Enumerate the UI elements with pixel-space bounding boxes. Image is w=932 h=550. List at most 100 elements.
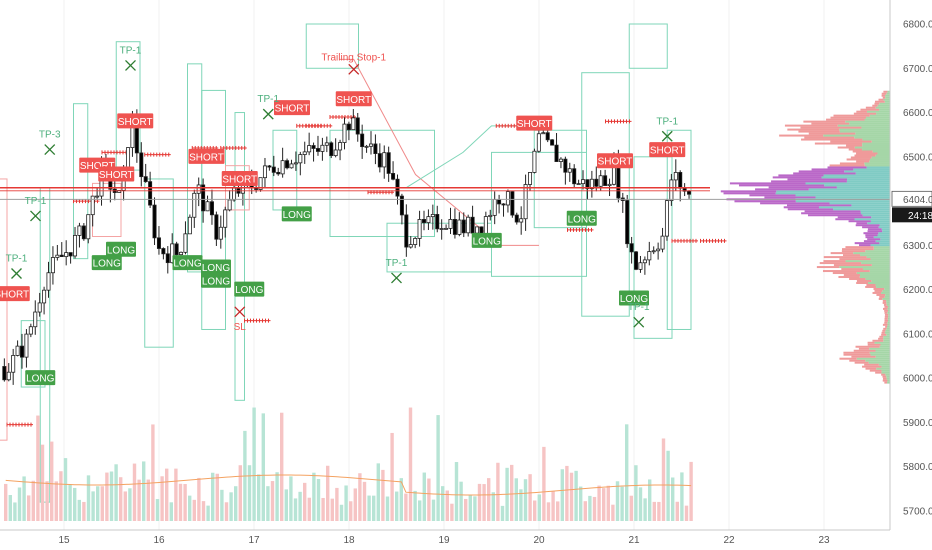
candle-up bbox=[558, 158, 563, 162]
profile-bar-bull bbox=[882, 230, 890, 233]
candle-up bbox=[15, 345, 20, 356]
profile-bar-bull bbox=[875, 283, 890, 286]
profile-bar-bear bbox=[876, 293, 886, 296]
profile-bar-bull bbox=[837, 124, 890, 127]
profile-bar-bull bbox=[887, 317, 890, 320]
profile-bar-bull bbox=[869, 160, 890, 163]
volume-bar bbox=[50, 441, 54, 521]
volume-bar bbox=[123, 491, 127, 521]
volume-bar bbox=[569, 472, 574, 521]
profile-bar-bear bbox=[839, 357, 857, 360]
volume-bar bbox=[427, 478, 431, 521]
profile-bar-bull bbox=[887, 305, 890, 308]
profile-bar-bear bbox=[867, 238, 881, 241]
candle-down bbox=[629, 243, 634, 253]
profile-bar-bull bbox=[885, 373, 890, 376]
profile-bar-bull bbox=[875, 154, 890, 157]
volume-bar bbox=[565, 465, 569, 521]
candle-up bbox=[179, 251, 184, 256]
candle-up bbox=[382, 152, 387, 168]
trailing-x-mark bbox=[348, 63, 360, 75]
profile-bar-bull bbox=[775, 192, 890, 195]
profile-bar-bear bbox=[787, 178, 848, 181]
profile-bar-bull bbox=[870, 258, 890, 261]
profile-bar-bear bbox=[784, 124, 838, 127]
candle-up bbox=[73, 235, 78, 257]
volume-bar bbox=[620, 486, 624, 521]
profile-bar-bear bbox=[823, 260, 846, 263]
profile-bar-bull bbox=[795, 194, 890, 197]
stop-loss-label: SL bbox=[234, 322, 247, 333]
volume-bar bbox=[464, 498, 468, 521]
profile-bar-bull bbox=[860, 210, 890, 213]
profile-bar-bear bbox=[851, 355, 876, 358]
volume-bar bbox=[372, 495, 376, 521]
profile-bar-bear bbox=[723, 192, 776, 195]
volume-bar bbox=[445, 490, 449, 521]
profile-bar-bear bbox=[879, 335, 884, 338]
volume-bar bbox=[436, 415, 440, 521]
profile-bar-bear bbox=[841, 250, 866, 253]
vertical-grid bbox=[63, 0, 825, 530]
candle-down bbox=[143, 176, 148, 183]
profile-bar-bull bbox=[845, 260, 890, 263]
profile-bar-bull bbox=[839, 266, 890, 269]
profile-bar-bull bbox=[854, 136, 890, 139]
profile-bar-bear bbox=[843, 353, 871, 356]
profile-bar-bull bbox=[879, 345, 890, 348]
volume-bar bbox=[284, 489, 288, 521]
candle-up bbox=[519, 218, 524, 223]
profile-bar-bull bbox=[888, 315, 890, 318]
take-profit-label: TP-1 bbox=[25, 196, 47, 207]
time-axis[interactable]: 15 16 17 18 19 20 21 22 23 bbox=[0, 529, 890, 546]
candle-down bbox=[386, 152, 391, 174]
profile-bar-bull bbox=[823, 174, 890, 177]
profile-bar-bull bbox=[859, 276, 890, 279]
profile-bar-bull bbox=[849, 122, 890, 125]
volume-bar bbox=[91, 491, 95, 521]
price-axis[interactable]: 6800.06700.06600.06500.06400.06300.06200… bbox=[889, 0, 932, 550]
profile-bar-bear bbox=[872, 104, 878, 107]
profile-bar-bear bbox=[869, 369, 882, 372]
candle-up bbox=[664, 200, 669, 237]
profile-bar-bull bbox=[875, 106, 890, 109]
profile-bar-bull bbox=[881, 371, 890, 374]
profile-bar-bear bbox=[867, 343, 881, 346]
profile-bar-bull bbox=[882, 289, 890, 292]
profile-bar-bear bbox=[829, 164, 865, 167]
volume-bar bbox=[275, 472, 279, 521]
volume-bar bbox=[537, 494, 541, 521]
profile-bar-bull bbox=[869, 270, 890, 273]
profile-bar-bear bbox=[830, 116, 867, 119]
volume-bar bbox=[441, 486, 445, 521]
profile-bar-bear bbox=[850, 156, 872, 159]
long-signal-label: LONG bbox=[473, 236, 502, 247]
volume-bar bbox=[477, 483, 482, 521]
profile-bar-bear bbox=[779, 134, 824, 137]
profile-bar-bull bbox=[869, 158, 890, 161]
volume-bar bbox=[528, 474, 532, 521]
candle-down bbox=[20, 345, 25, 358]
volume-bar bbox=[450, 503, 454, 521]
profile-bar-bull bbox=[839, 130, 890, 133]
profile-bar-bull bbox=[865, 359, 890, 362]
profile-bar-bull bbox=[821, 176, 890, 179]
target-x-mark bbox=[633, 316, 645, 328]
profile-bar-bull bbox=[795, 200, 890, 203]
profile-bar-bear bbox=[881, 331, 885, 334]
volume-bar bbox=[482, 484, 486, 521]
profile-bar-bear bbox=[866, 283, 876, 286]
profile-bar-bull bbox=[882, 297, 890, 300]
profile-bar-bear bbox=[843, 274, 860, 277]
volume-bar bbox=[238, 465, 242, 521]
profile-bar-bull bbox=[887, 323, 890, 326]
candle-up bbox=[183, 233, 188, 253]
volume-bar bbox=[105, 472, 109, 521]
candle-down bbox=[139, 152, 144, 178]
volume-bar bbox=[431, 499, 436, 521]
short-signal-label: SHORT bbox=[650, 146, 685, 157]
long-signal-label: LONG bbox=[107, 245, 136, 256]
volume-bar bbox=[36, 415, 40, 521]
profile-bar-bear bbox=[826, 118, 865, 121]
